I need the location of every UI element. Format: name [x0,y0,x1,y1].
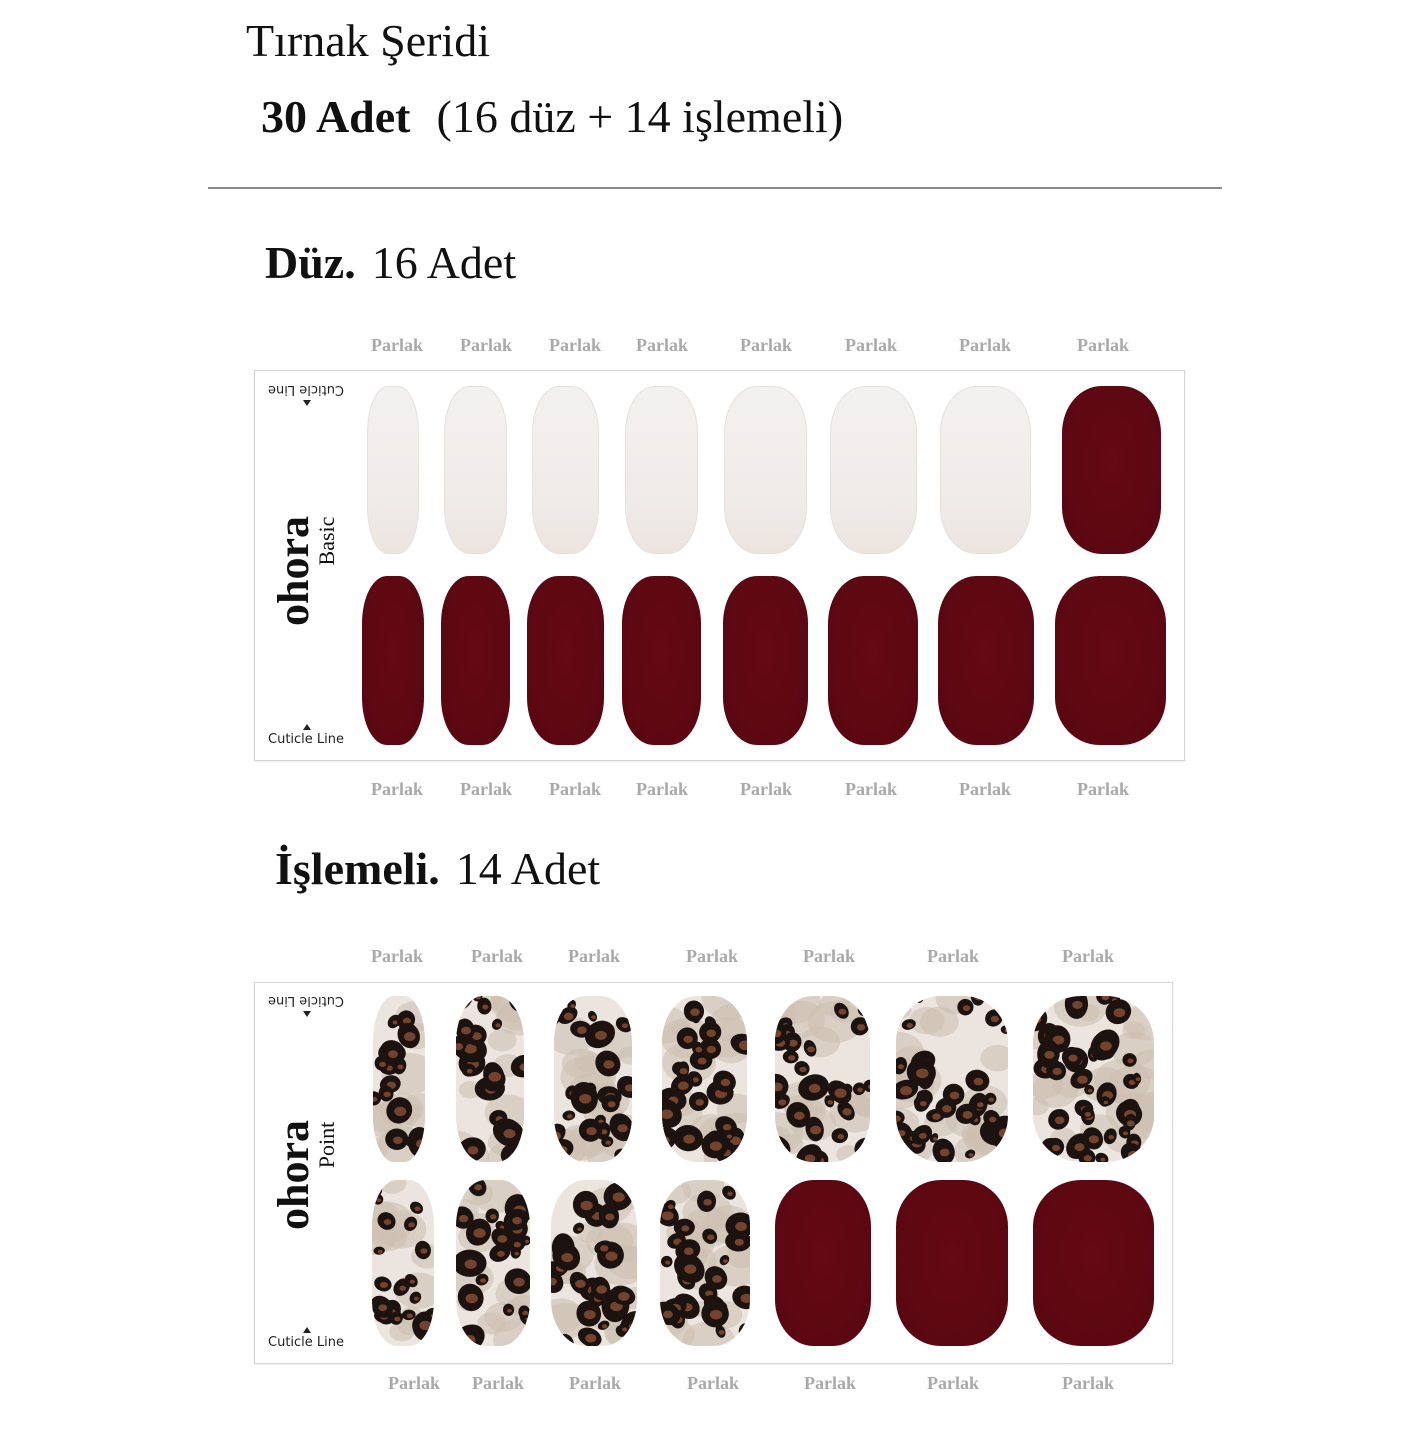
cuticle-line-label-top: Cuticle Line [268,382,345,397]
cuticle-arrow-up-icon [303,724,311,730]
brand-label: ohora Point [269,1120,340,1230]
pattern-bottom-nail-leopard [372,1180,434,1346]
finish-label: Parlak [687,1373,739,1393]
plain-top-nail-white-shimmer [367,386,419,554]
plain-bottom-nail-burgundy [828,576,918,745]
pattern-bottom-nail-leopard [551,1180,637,1346]
plain-heading-count: 16 Adet [371,237,517,288]
pattern-heading-bold: İşlemeli. [275,843,440,894]
plain-top-nail-burgundy [1062,386,1161,554]
plain-top-nail-white-shimmer [532,386,599,554]
cuticle-line-label-top: Cuticle Line [268,993,345,1008]
plain-bottom-nail-burgundy [1055,576,1166,745]
finish-label: Parlak [460,335,512,355]
plain-bottom-nail-burgundy [527,576,604,745]
plain-bottom-nail-burgundy [362,576,424,745]
cuticle-arrow-down-icon [303,1011,311,1017]
plain-top-nail-white-shimmer [940,386,1031,554]
finish-label: Parlak [568,946,620,966]
pattern-top-nail-leopard [456,996,524,1162]
finish-label: Parlak [472,1373,524,1393]
product-line: Point [314,1121,339,1169]
finish-label: Parlak [927,946,979,966]
pattern-section-heading: İşlemeli. 14 Adet [275,842,600,895]
finish-label: Parlak [471,946,523,966]
piece-count-detail: (16 düz + 14 işlemeli) [436,91,844,142]
pattern-bottom-nail-leopard [660,1180,750,1346]
finish-label: Parlak [569,1373,621,1393]
finish-label: Parlak [845,335,897,355]
brand-logo: ohora [269,1120,318,1230]
finish-label: Parlak [371,779,423,799]
finish-label: Parlak [740,335,792,355]
divider [208,187,1222,189]
finish-label: Parlak [1062,946,1114,966]
pattern-top-nail-leopard [896,996,1008,1162]
finish-label: Parlak [1062,1373,1114,1393]
cuticle-line-label-bottom: Cuticle Line [268,1335,345,1350]
pattern-bottom-nail-burgundy [896,1180,1008,1346]
finish-label: Parlak [388,1373,440,1393]
cuticle-arrow-down-icon [303,400,311,406]
finish-label: Parlak [927,1373,979,1393]
pattern-top-nail-leopard [554,996,632,1162]
plain-heading-bold: Düz. [265,237,356,288]
piece-count: 30 Adet (16 düz + 14 işlemeli) [261,90,843,143]
finish-label: Parlak [636,779,688,799]
finish-label: Parlak [845,779,897,799]
finish-label: Parlak [686,946,738,966]
plain-top-nail-white-shimmer [724,386,807,554]
brand-logo: ohora [269,516,318,626]
plain-section-heading: Düz. 16 Adet [265,236,516,289]
plain-bottom-nail-burgundy [441,576,510,745]
plain-top-nail-white-shimmer [830,386,917,554]
product-line: Basic [314,516,339,566]
piece-count-total: 30 Adet [261,91,411,142]
finish-label: Parlak [1077,335,1129,355]
pattern-top-nail-leopard [775,996,870,1162]
cuticle-line-label-bottom: Cuticle Line [268,732,345,747]
finish-label: Parlak [549,335,601,355]
pattern-bottom-nail-leopard [456,1180,530,1346]
finish-label: Parlak [460,779,512,799]
pattern-top-nail-leopard [373,996,425,1162]
finish-label: Parlak [371,335,423,355]
finish-label: Parlak [371,946,423,966]
pattern-bottom-nail-burgundy [1033,1180,1154,1346]
finish-label: Parlak [803,946,855,966]
plain-top-nail-white-shimmer [444,386,507,554]
pattern-heading-count: 14 Adet [455,843,601,894]
pattern-top-nail-leopard [1033,996,1154,1162]
finish-label: Parlak [959,779,1011,799]
plain-bottom-nail-burgundy [622,576,701,745]
pattern-bottom-nail-burgundy [775,1180,871,1346]
pattern-top-nail-leopard [662,996,747,1162]
finish-label: Parlak [804,1373,856,1393]
finish-label: Parlak [740,779,792,799]
finish-label: Parlak [959,335,1011,355]
finish-label: Parlak [1077,779,1129,799]
page-title: Tırnak Şeridi [246,15,490,66]
plain-top-nail-white-shimmer [625,386,698,554]
plain-bottom-nail-burgundy [938,576,1034,745]
finish-label: Parlak [636,335,688,355]
finish-label: Parlak [549,779,601,799]
brand-label: ohora Basic [269,516,340,626]
plain-bottom-nail-burgundy [723,576,808,745]
cuticle-arrow-up-icon [303,1327,311,1333]
